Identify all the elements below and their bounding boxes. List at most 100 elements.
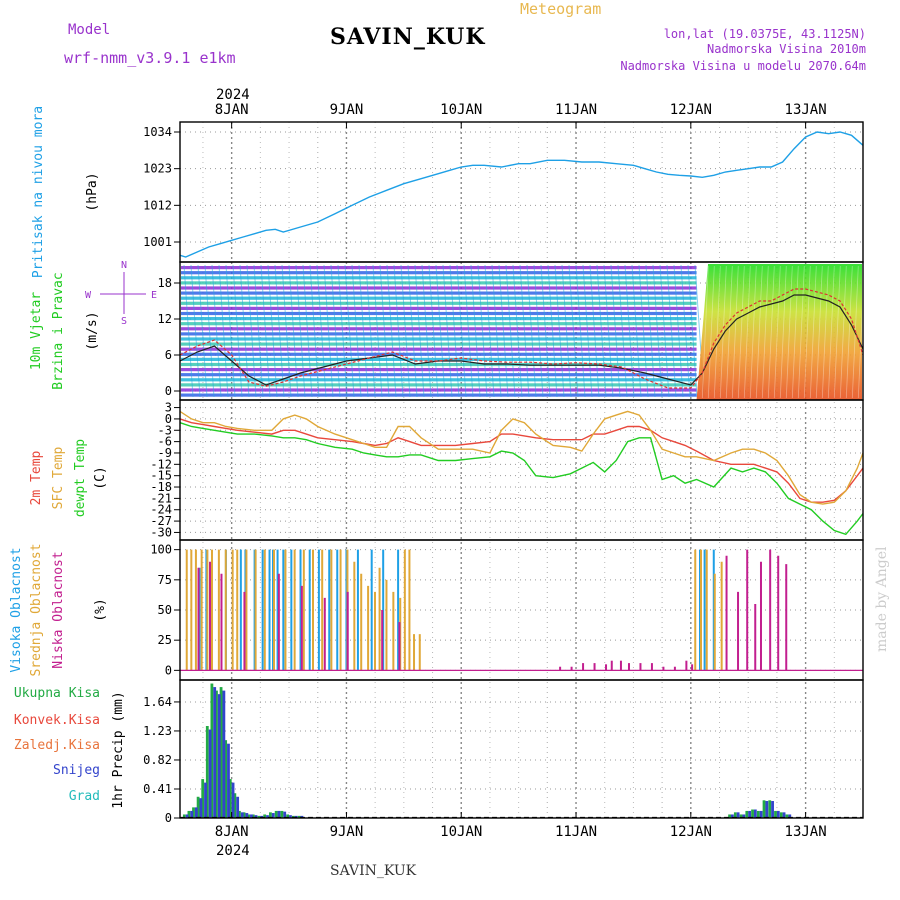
wind-barb-stroke	[281, 264, 292, 398]
wind-barb-stroke	[358, 264, 369, 398]
wind-barb-stroke	[779, 265, 787, 399]
wind-barb-stroke	[351, 264, 362, 398]
wind-barb-stroke	[379, 264, 390, 398]
precip-snow-bar	[765, 801, 769, 818]
precip-snow-bar	[771, 801, 774, 818]
wind-barb-stroke	[713, 265, 721, 399]
wind-barb-stroke	[815, 265, 823, 399]
ytick-label-temperature: -24	[150, 503, 172, 517]
precip-snow-bar	[736, 812, 740, 818]
wind-barb-stroke	[827, 265, 835, 399]
precip-snow-bar	[283, 811, 287, 818]
ytick-label-temperature: -12	[150, 457, 172, 471]
precip-snow-bar	[759, 810, 763, 818]
wind-barb-stroke	[414, 264, 425, 398]
ytick-label-clouds: 100	[150, 543, 172, 557]
temp-unit: (C)	[93, 466, 108, 489]
day-label-bottom-9JAN: 9JAN	[330, 824, 364, 840]
ytick-label-temperature: -15	[150, 469, 172, 483]
wind-barb-stroke	[512, 264, 523, 398]
wind-barb-row	[181, 296, 697, 300]
precip-snow-bar	[231, 782, 235, 818]
wind-unit: (m/s)	[85, 311, 100, 350]
precip-total-bar	[263, 814, 267, 818]
wind-barb-stroke	[456, 264, 467, 398]
precip-snow-bar	[213, 687, 217, 818]
precip-total-bar	[728, 814, 731, 818]
wind-barb-stroke	[624, 264, 635, 398]
day-label-bottom-8JAN: 8JAN	[215, 824, 249, 840]
day-label-top-11JAN: 11JAN	[555, 102, 597, 118]
wind-barb-row	[181, 342, 697, 346]
day-label-bottom-13JAN: 13JAN	[785, 824, 827, 840]
precip-snow-bar	[185, 814, 189, 818]
precip-total-bar	[739, 814, 743, 818]
wind-barb-stroke	[785, 265, 793, 399]
wind-barb-stroke	[302, 264, 313, 398]
wind-barb-row	[181, 332, 697, 336]
precip-total-bar	[219, 687, 223, 818]
wind-barb-row	[181, 317, 697, 321]
wind-barb-stroke	[421, 264, 432, 398]
ytick-label-temperature: -9	[158, 446, 172, 460]
precip-snow-bar	[190, 810, 194, 818]
precip-total-bar	[247, 814, 251, 818]
year-top: 2024	[216, 87, 250, 103]
precip-snow-bar	[240, 812, 244, 818]
day-label-top-8JAN: 8JAN	[215, 102, 249, 118]
wind-barb-stroke	[428, 264, 439, 398]
precip-snow-bar	[266, 815, 269, 818]
wind-barb-stroke	[791, 265, 799, 399]
wind-barb-stroke	[749, 265, 757, 399]
wind-barb-stroke	[218, 264, 229, 398]
precip-total-bar	[733, 812, 737, 818]
pressure-ylabel: Pritisak na nivou mora	[31, 106, 46, 278]
precip-total-bar	[187, 810, 191, 818]
wind-barb-stroke	[253, 264, 264, 398]
precip-snow-bar	[236, 796, 240, 818]
precip-snow-bar	[289, 815, 292, 818]
wind-barb-stroke	[707, 265, 715, 399]
wind-barb-stroke	[589, 264, 600, 398]
compass-south: S	[121, 316, 127, 327]
strong-wind-region	[696, 264, 862, 400]
wind-barb-stroke	[183, 264, 194, 398]
wind-barb-row	[181, 347, 697, 351]
wind-barb-stroke	[540, 264, 551, 398]
wind-barb-stroke	[638, 264, 649, 398]
temp-ylabel-dewpt: dewpt Temp	[73, 439, 88, 517]
wind-barb-stroke	[797, 265, 805, 399]
precip-snow-bar	[222, 690, 226, 818]
precip-legend-0: Ukupna Kisa	[14, 686, 100, 701]
precip-snow-bar	[199, 798, 203, 818]
wind-barb-stroke	[666, 264, 677, 398]
wind-barb-row	[181, 271, 697, 275]
precip-snow-bar	[748, 810, 752, 818]
ytick-label-wind: 12	[158, 312, 172, 326]
wind-barb-stroke	[260, 264, 271, 398]
precip-total-bar	[196, 796, 200, 818]
precip-snow-bar	[245, 813, 249, 818]
temp-dewpt-line	[179, 422, 864, 536]
precip-total-bar	[274, 810, 278, 818]
ytick-label-wind: 18	[158, 276, 172, 290]
precip-snow-bar	[776, 810, 780, 818]
precip-total-bar	[192, 807, 195, 818]
model-altitude-text: Nadmorska Visina u modelu 2070.64m	[620, 59, 866, 73]
wind-barb-stroke	[239, 264, 250, 398]
altitude-text: Nadmorska Visina 2010m	[707, 42, 866, 56]
wind-barb-row	[181, 281, 697, 285]
wind-barb-stroke	[211, 264, 222, 398]
wind-barb-stroke	[498, 264, 509, 398]
wind-barb-stroke	[610, 264, 621, 398]
wind-barb-field	[181, 264, 865, 400]
precip-total-bar	[182, 814, 186, 818]
precip-snow-bar	[271, 813, 275, 818]
wind-barb-stroke	[526, 264, 537, 398]
wind-barb-row	[181, 311, 697, 316]
wind-barb-stroke	[372, 264, 383, 398]
precip-total-bar	[280, 810, 284, 818]
panel-frame-precipitation	[179, 679, 864, 819]
precip-total-bar	[297, 815, 301, 818]
wind-barb-stroke	[554, 264, 565, 398]
